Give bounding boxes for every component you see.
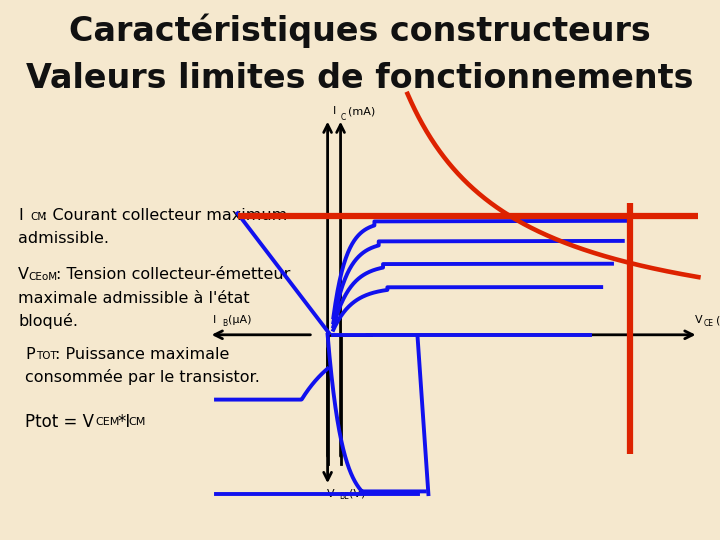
- Text: consommée par le transistor.: consommée par le transistor.: [25, 369, 260, 386]
- Text: I: I: [333, 106, 336, 116]
- Text: bloqué.: bloqué.: [18, 313, 78, 329]
- Text: C: C: [341, 112, 346, 122]
- Text: V: V: [328, 489, 335, 499]
- Text: CM: CM: [30, 212, 47, 222]
- Text: I: I: [212, 315, 216, 325]
- Text: TOT: TOT: [36, 351, 57, 361]
- Text: : Puissance maximale: : Puissance maximale: [55, 347, 229, 362]
- Text: (mA): (mA): [348, 106, 375, 116]
- Text: P: P: [25, 347, 35, 362]
- Text: (μA): (μA): [228, 315, 251, 325]
- Text: CE: CE: [703, 319, 714, 328]
- Text: *I: *I: [117, 413, 130, 431]
- Text: admissible.: admissible.: [18, 231, 109, 246]
- Text: B: B: [222, 319, 227, 328]
- Text: V: V: [18, 267, 29, 282]
- Text: I: I: [18, 208, 23, 223]
- Text: CM: CM: [128, 417, 145, 428]
- Text: CEoM: CEoM: [29, 272, 58, 282]
- Text: (V): (V): [716, 315, 720, 325]
- Text: V: V: [695, 315, 703, 325]
- Text: (V): (V): [349, 489, 366, 499]
- Text: : Courant collecteur maximum: : Courant collecteur maximum: [42, 208, 287, 223]
- Text: CEM: CEM: [96, 417, 120, 428]
- Text: Ptot = V: Ptot = V: [25, 413, 94, 431]
- Text: : Tension collecteur-émetteur: : Tension collecteur-émetteur: [56, 267, 291, 282]
- Text: maximale admissible à l'état: maximale admissible à l'état: [18, 291, 250, 306]
- Text: Valeurs limites de fonctionnements: Valeurs limites de fonctionnements: [26, 62, 694, 95]
- Text: Caractéristiques constructeurs: Caractéristiques constructeurs: [69, 14, 651, 48]
- Text: BE: BE: [339, 492, 349, 502]
